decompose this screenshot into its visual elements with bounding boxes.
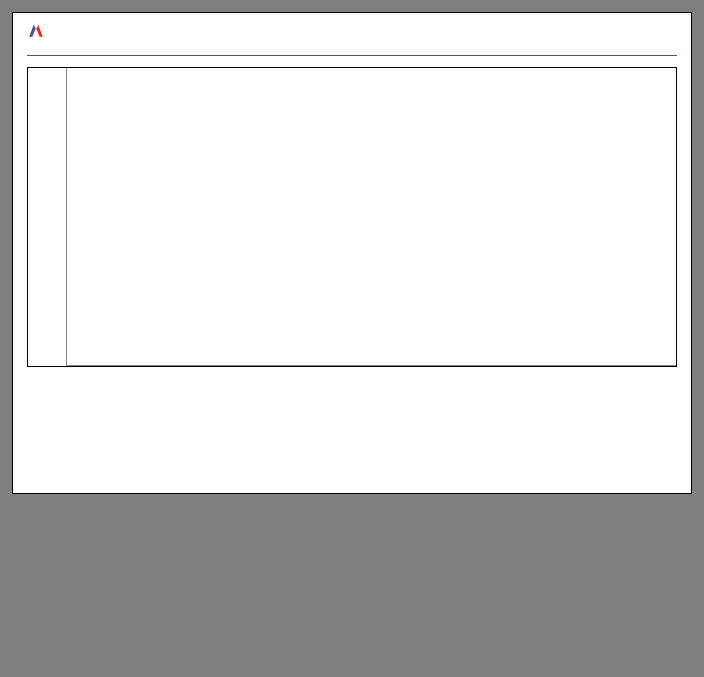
logo-icon — [27, 21, 45, 39]
chart-area — [27, 67, 677, 368]
logo — [27, 21, 48, 39]
header-rule — [27, 55, 677, 56]
plot-area — [66, 68, 676, 366]
waveform-line — [67, 68, 676, 677]
chart-frame — [27, 67, 677, 367]
y-axis — [28, 68, 66, 366]
header — [27, 21, 677, 53]
report-page — [12, 12, 692, 494]
